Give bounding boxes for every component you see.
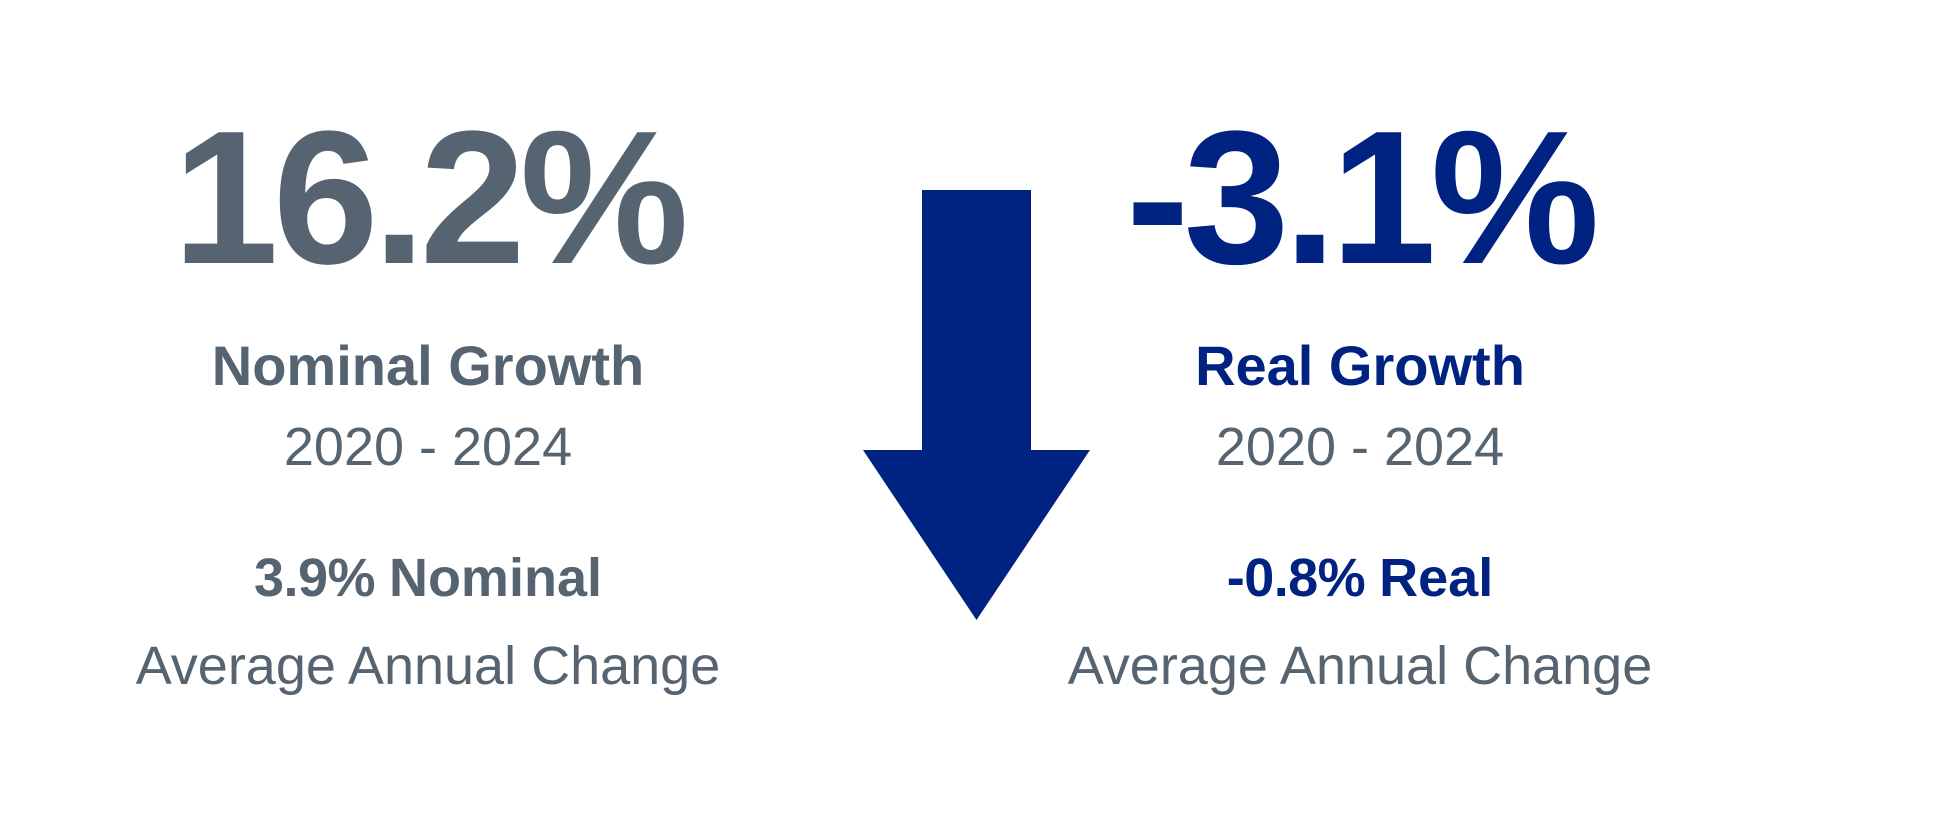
nominal-annual-value: 3.9% [254, 548, 375, 608]
nominal-growth-panel: 16.2% Nominal Growth 2020 - 2024 3.9% Nom… [118, 0, 738, 830]
real-annual-label: Real [1379, 548, 1494, 608]
down-arrow-icon [863, 190, 1090, 620]
real-growth-period: 2020 - 2024 [1215, 417, 1505, 477]
nominal-annual-label: Nominal [388, 548, 602, 608]
real-annual-change: -0.8% Real [1050, 551, 1670, 605]
real-growth-panel: -3.1% Real Growth 2020 - 2024 -0.8% Real … [1050, 0, 1670, 830]
down-arrow-polygon [863, 190, 1090, 620]
nominal-annual-change: 3.9% Nominal [118, 551, 738, 605]
nominal-growth-label: Nominal Growth [211, 334, 645, 397]
real-growth-label: Real Growth [1195, 334, 1525, 397]
real-annual-caption: Average Annual Change [1067, 636, 1653, 696]
real-growth-value: -3.1% [1126, 92, 1600, 304]
nominal-growth-value: 16.2% [172, 92, 689, 304]
nominal-annual-caption: Average Annual Change [135, 636, 721, 696]
real-annual-value: -0.8% [1226, 548, 1366, 608]
nominal-growth-period: 2020 - 2024 [283, 417, 573, 477]
down-arrow-shape [863, 190, 1090, 620]
